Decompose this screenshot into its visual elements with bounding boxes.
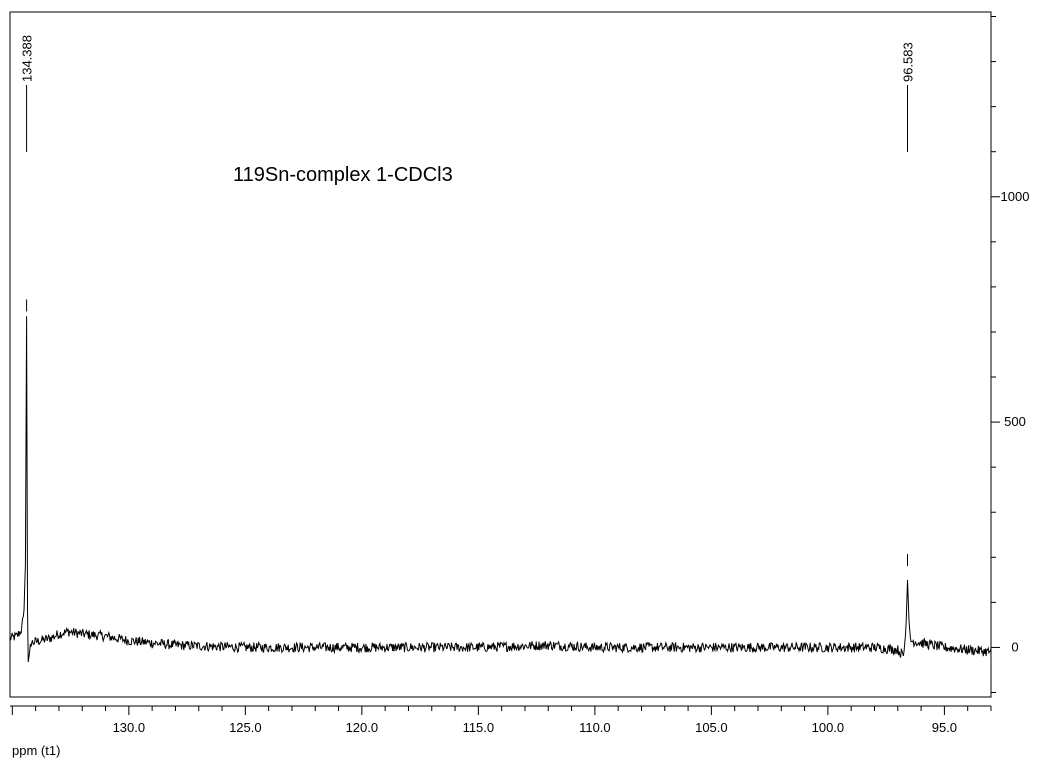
x-tick-label: 105.0	[695, 720, 728, 735]
x-tick-label: 115.0	[463, 720, 495, 735]
x-axis-ticks: 130.0 125.0 120.0 115.0 110.0 105.0 100.0 95.0	[10, 705, 992, 735]
x-tick-label: 100.0	[812, 720, 845, 735]
x-tick-label: 120.0	[346, 720, 379, 735]
x-axis-label: ppm (t1)	[12, 743, 60, 758]
x-tick-label: 110.0	[579, 720, 611, 735]
x-tick-label: 125.0	[229, 720, 262, 735]
peak-markers: 134.388 96.583	[20, 35, 916, 567]
spectrum-line	[9, 316, 992, 663]
y-tick-label: 1000	[1001, 189, 1030, 204]
y-tick-label: 0	[1011, 639, 1018, 654]
y-tick-label: 500	[1004, 414, 1026, 429]
chart-title: 119Sn-complex 1-CDCl3	[233, 164, 453, 186]
x-tick-label: 130.0	[113, 720, 146, 735]
plot-frame	[9, 11, 992, 698]
peak-label: 134.388	[20, 35, 35, 82]
peak-label: 96.583	[901, 42, 916, 82]
x-tick-label: 95.0	[932, 720, 957, 735]
y-axis-ticks: 0 500 1000	[991, 16, 1030, 693]
